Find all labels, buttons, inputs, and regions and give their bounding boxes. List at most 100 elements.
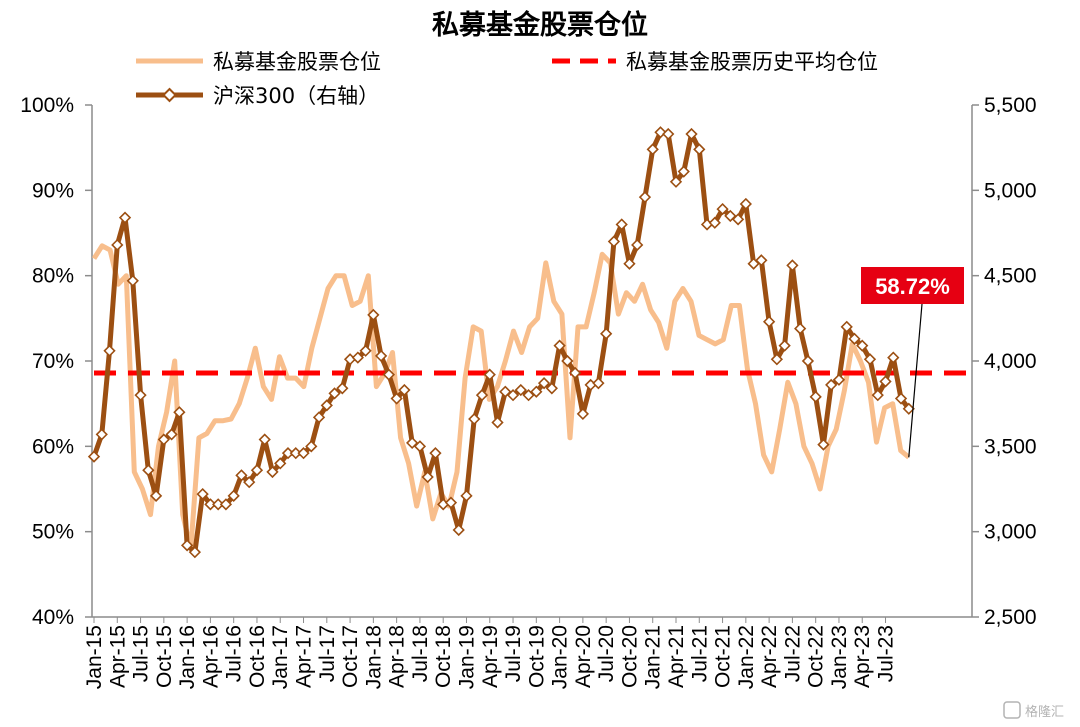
callout-leader-line — [908, 303, 923, 458]
last-value-callout: 58.72% — [861, 267, 964, 458]
csi300-data-point — [568, 366, 582, 380]
csi300-data-point — [731, 213, 745, 226]
csi300-data-point — [770, 353, 784, 366]
series-layer — [87, 126, 966, 559]
csi300-data-point — [219, 498, 233, 511]
csi300-data-point — [258, 433, 271, 446]
csi300-data-point — [95, 428, 108, 441]
x-tick-label: Jan-18 — [362, 625, 385, 689]
x-tick-label: Jan-16 — [176, 625, 199, 689]
csi300-data-point — [545, 382, 558, 395]
right-y-tick-label: 4,500 — [984, 265, 1037, 288]
csi300-data-point — [328, 387, 341, 400]
right-y-tick-label: 5,000 — [984, 179, 1037, 202]
csi300-data-point — [196, 487, 209, 501]
legend: 私募基金股票仓位 私募基金股票历史平均仓位 沪深300（右轴） — [136, 50, 878, 108]
csi300-data-point — [871, 389, 884, 402]
csi300-data-point — [103, 344, 116, 357]
csi300-data-point — [506, 389, 520, 402]
csi300-data-point — [887, 351, 900, 364]
csi300-data-point — [243, 476, 256, 489]
csi300-data-point — [149, 489, 163, 502]
csi300-data-point — [778, 339, 791, 352]
csi300-data-point — [235, 469, 248, 482]
csi300-data-point — [413, 440, 427, 453]
csi300-data-point — [825, 378, 838, 392]
csi300-data-point — [693, 143, 706, 156]
x-tick-label: Apr-15 — [106, 625, 129, 688]
right-y-tick-label: 2,500 — [984, 606, 1037, 629]
series-line-fund-position — [91, 243, 911, 552]
callout-label: 58.72% — [875, 274, 950, 299]
csi300-data-point — [631, 238, 644, 252]
csi300-data-point — [491, 416, 504, 429]
csi300-data-point — [173, 406, 186, 419]
csi300-data-point — [654, 126, 667, 139]
chart-title: 私募基金股票仓位 — [432, 9, 648, 41]
csi300-data-point — [724, 209, 737, 223]
csi300-data-point — [406, 436, 419, 450]
legend-label-fund-position: 私募基金股票仓位 — [213, 50, 381, 74]
csi300-data-point — [367, 308, 380, 322]
csi300-data-point — [646, 143, 659, 156]
left-y-tick-label: 90% — [32, 179, 74, 202]
csi300-data-point — [600, 327, 613, 340]
csi300-data-point — [786, 259, 799, 272]
csi300-data-point — [157, 433, 170, 446]
csi300-data-point — [398, 383, 411, 397]
csi300-data-point — [111, 238, 124, 252]
x-tick-label: Apr-19 — [479, 625, 502, 688]
x-tick-label: Jan-23 — [828, 625, 851, 689]
left-y-tick-label: 40% — [32, 606, 74, 629]
csi300-data-point — [429, 447, 442, 460]
x-tick-label: Jul-23 — [875, 625, 898, 682]
x-tick-label: Jul-18 — [409, 625, 432, 682]
csi300-data-point — [452, 523, 465, 537]
left-y-tick-label: 100% — [20, 94, 74, 117]
x-tick-label: Apr-20 — [572, 625, 595, 688]
csi300-data-point — [118, 211, 132, 224]
csi300-data-point — [794, 322, 807, 335]
x-tick-label: Oct-21 — [712, 625, 735, 688]
x-tick-label: Jul-15 — [130, 625, 153, 682]
csi300-data-point — [817, 438, 830, 451]
x-tick-label: Jan-22 — [735, 625, 758, 689]
csi300-data-point — [351, 351, 364, 364]
csi300-data-point — [801, 354, 815, 368]
csi300-data-point — [894, 392, 908, 405]
csi300-data-point — [188, 546, 202, 559]
csi300-data-point — [522, 389, 535, 402]
csi300-data-point — [359, 344, 372, 357]
left-y-tick-label: 60% — [32, 435, 74, 458]
csi300-data-point — [832, 373, 846, 386]
csi300-data-point — [615, 218, 628, 231]
watermark: 格隆汇 — [1003, 701, 1064, 720]
csi300-data-point — [87, 450, 101, 463]
csi300-data-point — [762, 315, 776, 328]
x-tick-label: Jan-20 — [549, 625, 572, 689]
csi300-data-point — [592, 377, 605, 390]
csi300-data-point — [374, 349, 388, 363]
csi300-data-point — [266, 465, 279, 479]
csi300-data-point — [809, 390, 822, 403]
csi300-data-point — [863, 353, 877, 366]
csi300-data-point — [390, 392, 403, 405]
right-y-tick-label: 3,500 — [984, 435, 1037, 458]
csi300-data-point — [274, 457, 287, 470]
series-line-csi300 — [91, 129, 911, 555]
x-tick-label: Apr-16 — [199, 625, 222, 688]
csi300-data-point — [421, 470, 434, 484]
csi300-data-point — [747, 257, 760, 270]
csi300-data-point — [902, 402, 915, 415]
watermark-text: 格隆汇 — [1025, 704, 1064, 720]
csi300-data-point — [607, 235, 621, 248]
csi300-data-point — [142, 464, 155, 477]
csi300-data-point — [662, 127, 675, 141]
csi300-data-point — [848, 332, 861, 345]
csi300-data-point — [879, 375, 892, 388]
csi300-data-point — [514, 383, 527, 397]
csi300-data-point — [576, 407, 590, 421]
csi300-data-point — [180, 539, 194, 552]
csi300-data-point — [320, 399, 333, 412]
legend-label-historical-average: 私募基金股票历史平均仓位 — [626, 50, 878, 74]
